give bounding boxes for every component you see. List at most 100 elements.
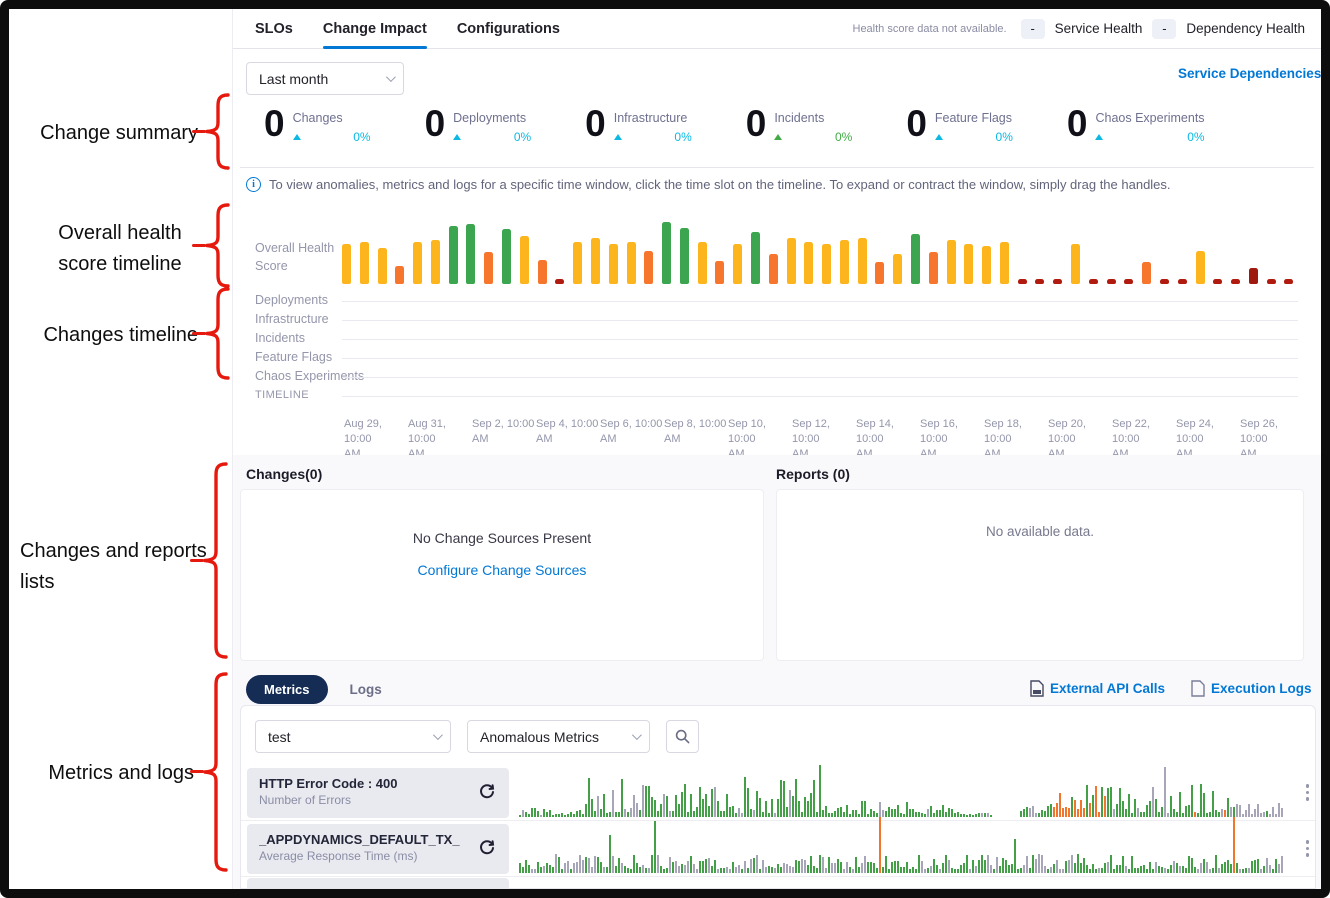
- health-bar-slot[interactable]: [964, 244, 974, 284]
- summary-value: 0: [906, 103, 927, 144]
- tab-change-impact[interactable]: Change Impact: [322, 9, 427, 49]
- health-bar-slot[interactable]: [413, 242, 423, 284]
- health-bar-slot[interactable]: [999, 242, 1009, 284]
- health-bar-slot[interactable]: [644, 251, 654, 284]
- no-change-sources-text: No Change Sources Present: [412, 530, 592, 546]
- health-bar-slot[interactable]: [1195, 251, 1205, 284]
- metric-label-card[interactable]: HTTP Error Code : 400 Number of Errors: [247, 768, 509, 818]
- refresh-icon[interactable]: [479, 840, 495, 861]
- health-score-label: Overall Health Score: [255, 241, 335, 273]
- health-bar-slot[interactable]: [1053, 279, 1063, 284]
- timeline-row-label: Chaos Experiments: [255, 369, 365, 383]
- health-bar-slot[interactable]: [1088, 279, 1098, 284]
- tab-metrics[interactable]: Metrics: [246, 675, 328, 704]
- health-bar-slot[interactable]: [1124, 279, 1134, 284]
- health-bar-slot[interactable]: [1071, 244, 1081, 284]
- health-bar-slot[interactable]: [626, 242, 636, 284]
- health-bar-slot[interactable]: [342, 244, 351, 284]
- health-bar-slot[interactable]: [1159, 279, 1169, 284]
- health-bar-slot[interactable]: [537, 260, 547, 284]
- health-bar-slot[interactable]: [857, 238, 867, 284]
- health-bar-slot[interactable]: [750, 232, 760, 284]
- health-bar-slot[interactable]: [893, 254, 903, 284]
- health-bar-slot[interactable]: [573, 242, 583, 284]
- health-bar-slot[interactable]: [1106, 279, 1116, 284]
- summary-label: Deployments: [453, 111, 527, 125]
- health-bar-slot[interactable]: [1248, 268, 1258, 284]
- refresh-icon[interactable]: [479, 784, 495, 805]
- metric-filter-select[interactable]: Anomalous Metrics: [467, 720, 650, 753]
- health-bar-slot[interactable]: [519, 236, 529, 284]
- health-bar-slot[interactable]: [1231, 279, 1241, 284]
- external-api-calls-link[interactable]: External API Calls: [1030, 680, 1165, 697]
- tab-slos[interactable]: SLOs: [255, 20, 293, 37]
- kebab-menu-icon[interactable]: [1305, 784, 1309, 801]
- service-filter-select[interactable]: test: [255, 720, 451, 753]
- timeline-tick: Sep 2, 10:00 AM: [472, 418, 535, 445]
- health-score-timeline[interactable]: [342, 214, 1294, 284]
- health-bar-slot[interactable]: [715, 261, 725, 284]
- annotation-change-summary: Change summary: [40, 122, 198, 144]
- trend-up-icon: [613, 134, 622, 140]
- metric-subtitle: Number of Errors: [259, 793, 352, 807]
- timeline-row-line: [342, 377, 1298, 378]
- service-dependencies-link[interactable]: Service Dependencies: [1178, 66, 1322, 81]
- health-bar-slot[interactable]: [555, 279, 565, 284]
- annotation-connector: [192, 130, 206, 133]
- health-bar-slot[interactable]: [662, 222, 672, 284]
- health-bar-slot[interactable]: [395, 266, 405, 284]
- health-bar-slot[interactable]: [911, 234, 920, 284]
- health-bar-slot[interactable]: [448, 226, 458, 284]
- health-bar-slot[interactable]: [804, 242, 814, 284]
- timeline-tick: Sep 4, 10:00 AM: [536, 418, 599, 445]
- summary-percent: 0%: [834, 130, 853, 144]
- health-bar-slot[interactable]: [1035, 279, 1045, 284]
- health-bar-slot[interactable]: [697, 242, 707, 284]
- health-bar-slot[interactable]: [608, 244, 618, 284]
- time-range-select[interactable]: Last month: [246, 62, 404, 95]
- health-bar-slot[interactable]: [484, 252, 494, 284]
- summary-label: Feature Flags: [934, 111, 1013, 125]
- health-bar-slot[interactable]: [928, 252, 938, 284]
- search-button[interactable]: [666, 720, 699, 753]
- health-bar-slot[interactable]: [359, 242, 369, 284]
- summary-value: 0: [745, 103, 767, 144]
- health-bar-slot[interactable]: [822, 244, 832, 284]
- health-bar-slot[interactable]: [590, 238, 600, 284]
- health-bar-slot[interactable]: [1213, 279, 1223, 284]
- health-bar-slot[interactable]: [839, 240, 849, 284]
- timeline-axis-line: [342, 396, 1298, 397]
- timeline-tick: Sep 6, 10:00 AM: [600, 418, 663, 445]
- health-bar-slot[interactable]: [733, 244, 743, 284]
- health-bar-slot[interactable]: [1017, 279, 1027, 284]
- tab-logs[interactable]: Logs: [349, 682, 382, 697]
- summary-label: Changes: [292, 111, 343, 125]
- health-bar-slot[interactable]: [679, 228, 689, 284]
- health-bar-slot[interactable]: [1284, 279, 1294, 284]
- health-bar-slot[interactable]: [875, 262, 885, 284]
- brace-health-timeline: [204, 203, 230, 288]
- metric-row[interactable]: HTTP Error Code : 400 Number of Errors: [241, 765, 1315, 821]
- metric-row[interactable]: _APPDYNAMICS_DEFAULT_TX_ Average Response…: [241, 817, 1315, 877]
- health-bar-slot[interactable]: [1177, 279, 1187, 284]
- metric-label-card[interactable]: _APPDYNAMICS_DEFAULT_TX_ Average Response…: [247, 824, 509, 874]
- execution-logs-link[interactable]: Execution Logs: [1191, 680, 1312, 697]
- health-bar-slot[interactable]: [430, 240, 440, 284]
- metric-sparkline: [519, 817, 1287, 873]
- health-bar-slot[interactable]: [377, 248, 387, 284]
- tab-configurations[interactable]: Configurations: [456, 20, 560, 37]
- timeline-axis-label: TIMELINE: [255, 389, 309, 401]
- health-bar-slot[interactable]: [768, 254, 778, 284]
- configure-change-sources-link[interactable]: Configure Change Sources: [417, 562, 587, 578]
- health-bar-slot[interactable]: [786, 238, 796, 284]
- health-bar-slot[interactable]: [1142, 262, 1152, 284]
- annotation-connector: [192, 332, 206, 335]
- health-bar-slot[interactable]: [466, 224, 476, 284]
- health-bar-slot[interactable]: [1266, 279, 1276, 284]
- health-bar-slot[interactable]: [946, 240, 956, 284]
- summary-label: Incidents: [774, 111, 825, 125]
- kebab-menu-icon[interactable]: [1305, 840, 1309, 857]
- info-icon: i: [246, 177, 261, 192]
- health-bar-slot[interactable]: [982, 246, 992, 284]
- health-bar-slot[interactable]: [502, 229, 512, 284]
